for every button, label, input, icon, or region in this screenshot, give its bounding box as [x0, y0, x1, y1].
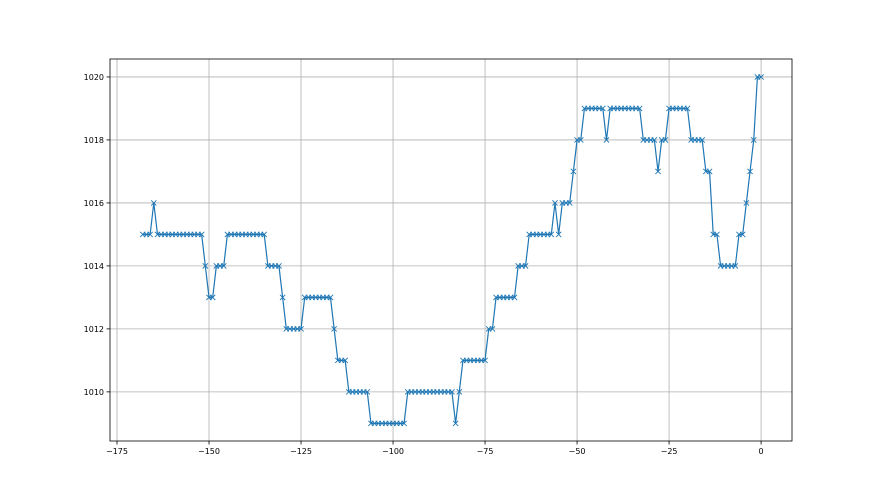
data-point-marker: [452, 420, 459, 427]
x-axis: −175 −150 −125 −100 −75 −50 −25 0: [106, 441, 764, 456]
data-point-marker: [327, 294, 334, 301]
data-point-marker: [636, 105, 643, 112]
data-point-marker: [482, 357, 488, 364]
data-point-marker: [651, 137, 658, 143]
plot-area: [110, 59, 792, 441]
y-tick-label: 1020: [84, 73, 104, 82]
data-point-marker: [603, 137, 610, 143]
x-tick-label: −125: [290, 447, 312, 456]
data-point-marker: [279, 294, 286, 301]
data-point-marker: [713, 231, 720, 238]
data-point-marker: [276, 262, 282, 269]
data-point-marker: [449, 388, 455, 395]
data-point-marker: [209, 294, 216, 301]
data-point-marker: [555, 231, 562, 238]
data-point-marker: [566, 200, 573, 206]
data-point-marker: [552, 200, 558, 206]
data-point-marker: [599, 105, 606, 112]
series-markers: [139, 74, 765, 427]
data-point-marker: [456, 388, 463, 395]
data-point-marker: [758, 74, 765, 80]
data-point-marker: [655, 168, 661, 175]
x-tick-label: 0: [759, 447, 764, 456]
data-point-marker: [706, 168, 713, 175]
data-point-marker: [220, 262, 227, 269]
y-tick-label: 1010: [84, 388, 104, 397]
data-point-marker: [743, 200, 750, 206]
y-tick-label: 1016: [84, 199, 104, 208]
data-point-marker: [331, 325, 338, 332]
x-tick-label: −75: [477, 447, 494, 456]
data-point-marker: [684, 105, 691, 112]
y-tick-label: 1014: [84, 262, 104, 271]
data-point-marker: [202, 262, 209, 269]
data-point-marker: [511, 294, 518, 301]
x-tick-label: −50: [569, 447, 586, 456]
data-point-marker: [750, 137, 757, 143]
data-point-marker: [261, 231, 268, 238]
data-point-marker: [739, 231, 746, 238]
data-point-marker: [342, 357, 349, 364]
data-point-marker: [198, 231, 205, 238]
data-point-marker: [662, 137, 669, 143]
data-point-marker: [150, 200, 157, 206]
y-axis: 1010 1012 1014 1016 1018 1020: [84, 73, 110, 397]
data-point-marker: [570, 168, 577, 175]
x-tick-label: −175: [106, 447, 128, 456]
data-point-marker: [364, 388, 371, 395]
x-tick-label: −150: [198, 447, 220, 456]
data-point-marker: [577, 137, 584, 143]
data-point-marker: [699, 137, 706, 143]
x-tick-label: −25: [661, 447, 678, 456]
data-point-marker: [401, 420, 407, 427]
data-point-marker: [298, 325, 304, 332]
y-tick-label: 1018: [84, 136, 104, 145]
y-tick-label: 1012: [84, 325, 104, 334]
data-point-marker: [522, 262, 529, 269]
plot-frame: [109, 58, 793, 442]
data-point-marker: [747, 168, 753, 175]
data-point-marker: [732, 262, 739, 269]
data-point-marker: [548, 231, 555, 238]
x-tick-label: −100: [382, 447, 404, 456]
data-point-marker: [489, 325, 496, 332]
data-point-marker: [147, 231, 154, 238]
